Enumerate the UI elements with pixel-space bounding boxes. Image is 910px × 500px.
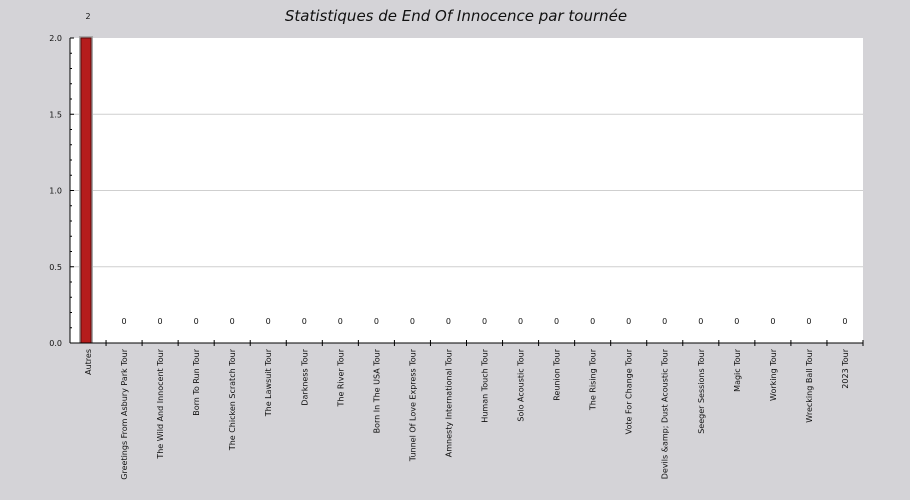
y-tick-label: 1.5 (49, 110, 62, 119)
data-label: 0 (842, 317, 847, 326)
data-label: 0 (194, 317, 199, 326)
chart-title: Statistiques de End Of Innocence par tou… (285, 7, 627, 25)
bars (79, 36, 93, 344)
bar (80, 37, 92, 344)
x-tick-label: Working Tour (769, 348, 778, 401)
data-label: 0 (230, 317, 235, 326)
y-tick-label: 0.5 (49, 263, 62, 272)
y-tick-label: 0.0 (49, 339, 62, 348)
x-tick-label: Born To Run Tour (192, 348, 201, 415)
x-tick-label: The Rising Tour (589, 348, 598, 411)
x-tick-label: Greetings From Asbury Park Tour (120, 348, 129, 479)
data-label: 0 (158, 317, 163, 326)
data-label: 0 (374, 317, 379, 326)
x-tick-label: Human Touch Tour (481, 348, 490, 422)
y-tick-labels: 0.0 0.5 1.0 1.5 2.0 (49, 34, 74, 348)
data-label: 0 (698, 317, 703, 326)
x-tick-label: 2023 Tour (841, 348, 850, 388)
x-tick-label: Solo Acoustic Tour (517, 348, 526, 421)
data-label: 0 (734, 317, 739, 326)
x-tick-labels: Autres Greetings From Asbury Park Tour The… (84, 340, 864, 480)
x-tick-label: Darkness Tour (300, 348, 309, 405)
x-tick-label: Autres (84, 349, 93, 375)
data-label: 0 (770, 317, 775, 326)
data-label: 0 (554, 317, 559, 326)
y-tick-label: 1.0 (49, 187, 62, 196)
data-label: 0 (518, 317, 523, 326)
x-tick-label: Amnesty International Tour (444, 348, 453, 457)
x-tick-label: The Wild And Innocent Tour (156, 348, 165, 459)
data-label: 0 (482, 317, 487, 326)
data-label: 0 (121, 317, 126, 326)
gridlines (70, 113, 863, 268)
data-labels: 2 0 0 0 0 0 0 0 0 0 0 0 0 0 0 0 0 0 0 0 0 0 (85, 12, 847, 326)
data-label: 0 (806, 317, 811, 326)
x-tick-label: The River Tour (336, 348, 345, 407)
y-tick-label: 2.0 (49, 34, 62, 43)
x-tick-label: The Lawsuit Tour (264, 348, 273, 417)
x-tick-label: The Chicken Scratch Tour (228, 348, 237, 451)
data-label: 0 (266, 317, 271, 326)
data-label: 0 (302, 317, 307, 326)
x-tick-label: Devils &amp; Dust Acoustic Tour (661, 348, 670, 479)
data-label: 0 (410, 317, 415, 326)
x-tick-label: Tunnel Of Love Express Tour (408, 348, 417, 462)
data-label: 0 (626, 317, 631, 326)
data-label: 0 (446, 317, 451, 326)
x-tick-label: Born In The USA Tour (372, 348, 381, 433)
x-tick-label: Magic Tour (733, 348, 742, 392)
x-tick-label: Reunion Tour (553, 348, 562, 400)
data-label: 2 (85, 12, 90, 21)
x-tick-label: Wrecking Ball Tour (805, 348, 814, 422)
data-label: 0 (662, 317, 667, 326)
data-label: 0 (590, 317, 595, 326)
data-label: 0 (338, 317, 343, 326)
x-tick-label: Vote For Change Tour (625, 348, 634, 434)
x-tick-label: Seeger Sessions Tour (697, 348, 706, 433)
